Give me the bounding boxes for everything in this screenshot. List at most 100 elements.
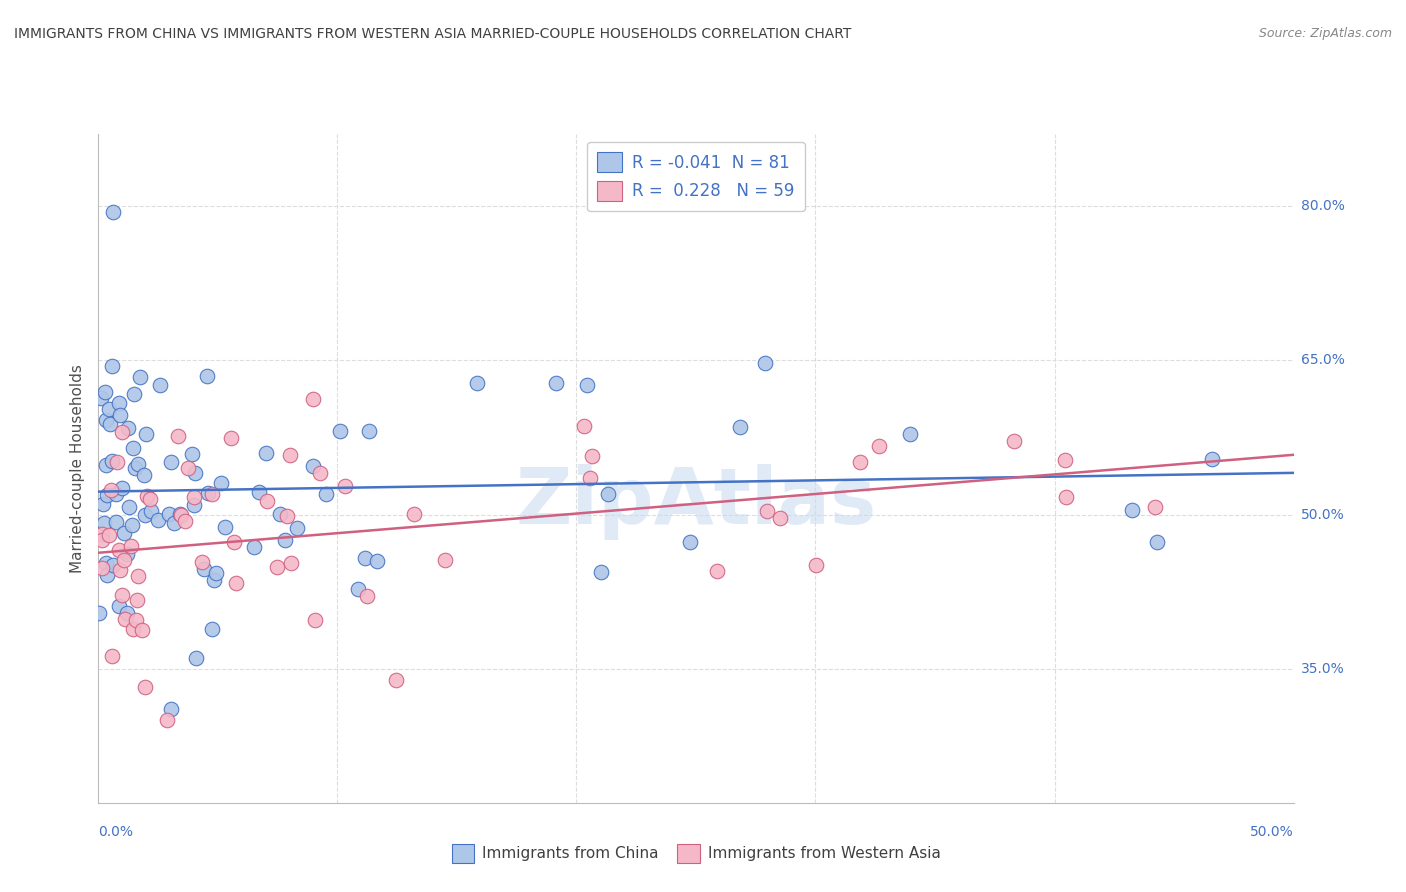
Point — [117, 421, 139, 435]
Point — [91, 497, 114, 511]
Point — [127, 569, 149, 583]
Point — [219, 431, 242, 445]
Point — [181, 447, 204, 461]
Point — [278, 448, 301, 462]
Point — [146, 513, 169, 527]
Point — [1002, 434, 1025, 449]
Point — [112, 553, 135, 567]
Point — [1143, 500, 1166, 514]
Point — [222, 534, 245, 549]
Point — [302, 458, 325, 473]
Point — [97, 528, 120, 542]
Point — [89, 606, 111, 620]
Point — [285, 521, 308, 535]
Point — [385, 673, 408, 687]
Point — [108, 396, 131, 410]
Point — [128, 369, 150, 384]
Point — [96, 567, 118, 582]
Point — [160, 702, 183, 716]
Point — [225, 576, 247, 591]
Point — [201, 622, 224, 636]
Point — [596, 486, 619, 500]
Point — [302, 392, 325, 406]
Point — [333, 479, 356, 493]
Point — [134, 508, 156, 523]
Point — [359, 424, 381, 438]
Point — [404, 507, 426, 521]
Point — [101, 359, 124, 373]
Point — [131, 623, 153, 637]
Point — [94, 384, 117, 399]
Point — [111, 588, 134, 602]
Point — [193, 562, 215, 576]
Point — [94, 556, 117, 570]
Point — [274, 533, 297, 548]
Text: ZipAtlas: ZipAtlas — [516, 464, 876, 540]
Y-axis label: Married-couple Households: Married-couple Households — [69, 364, 84, 573]
Point — [308, 467, 330, 481]
Point — [94, 413, 117, 427]
Point — [1201, 452, 1223, 467]
Point — [125, 592, 148, 607]
Point — [177, 461, 200, 475]
Point — [868, 439, 890, 453]
Text: IMMIGRANTS FROM CHINA VS IMMIGRANTS FROM WESTERN ASIA MARRIED-COUPLE HOUSEHOLDS : IMMIGRANTS FROM CHINA VS IMMIGRANTS FROM… — [14, 27, 852, 41]
Point — [97, 402, 120, 417]
Point — [280, 556, 302, 570]
Point — [98, 417, 121, 431]
Point — [108, 563, 131, 577]
Point — [256, 493, 278, 508]
Point — [118, 500, 141, 514]
Point — [201, 486, 224, 500]
Point — [111, 425, 134, 439]
Text: 50.0%: 50.0% — [1250, 825, 1294, 839]
Point — [135, 427, 157, 442]
Point — [544, 376, 567, 390]
Point — [728, 419, 751, 434]
Point — [149, 378, 172, 392]
Point — [209, 476, 232, 491]
Point — [214, 520, 236, 534]
Point — [1121, 503, 1143, 517]
Point — [157, 508, 180, 522]
Point — [1054, 490, 1077, 504]
Point — [186, 650, 208, 665]
Point — [1146, 534, 1168, 549]
Point — [139, 504, 162, 518]
Point — [579, 471, 602, 485]
Point — [96, 458, 118, 472]
Point — [115, 606, 138, 620]
Point — [120, 539, 142, 553]
Point — [124, 461, 146, 475]
Point — [122, 442, 145, 456]
Point — [183, 498, 205, 512]
Point — [115, 548, 138, 562]
Point — [96, 488, 118, 502]
Point — [169, 508, 191, 522]
Point — [434, 553, 457, 567]
Point — [304, 613, 326, 627]
Text: 35.0%: 35.0% — [1301, 662, 1344, 676]
Point — [160, 455, 183, 469]
Point — [108, 543, 131, 558]
Point — [183, 490, 205, 504]
Point — [91, 561, 114, 575]
Point — [127, 457, 149, 471]
Point — [574, 419, 596, 434]
Point — [101, 204, 124, 219]
Point — [581, 450, 603, 464]
Point — [254, 446, 277, 460]
Point — [134, 680, 156, 694]
Point — [100, 483, 122, 498]
Point — [366, 554, 388, 568]
Point — [125, 613, 148, 627]
Point — [170, 508, 193, 522]
Point — [353, 551, 375, 566]
Point — [197, 485, 219, 500]
Point — [122, 387, 145, 401]
Point — [202, 573, 225, 587]
Point — [173, 514, 195, 528]
Point — [754, 356, 776, 370]
Point — [110, 408, 132, 422]
Text: 65.0%: 65.0% — [1301, 353, 1344, 368]
